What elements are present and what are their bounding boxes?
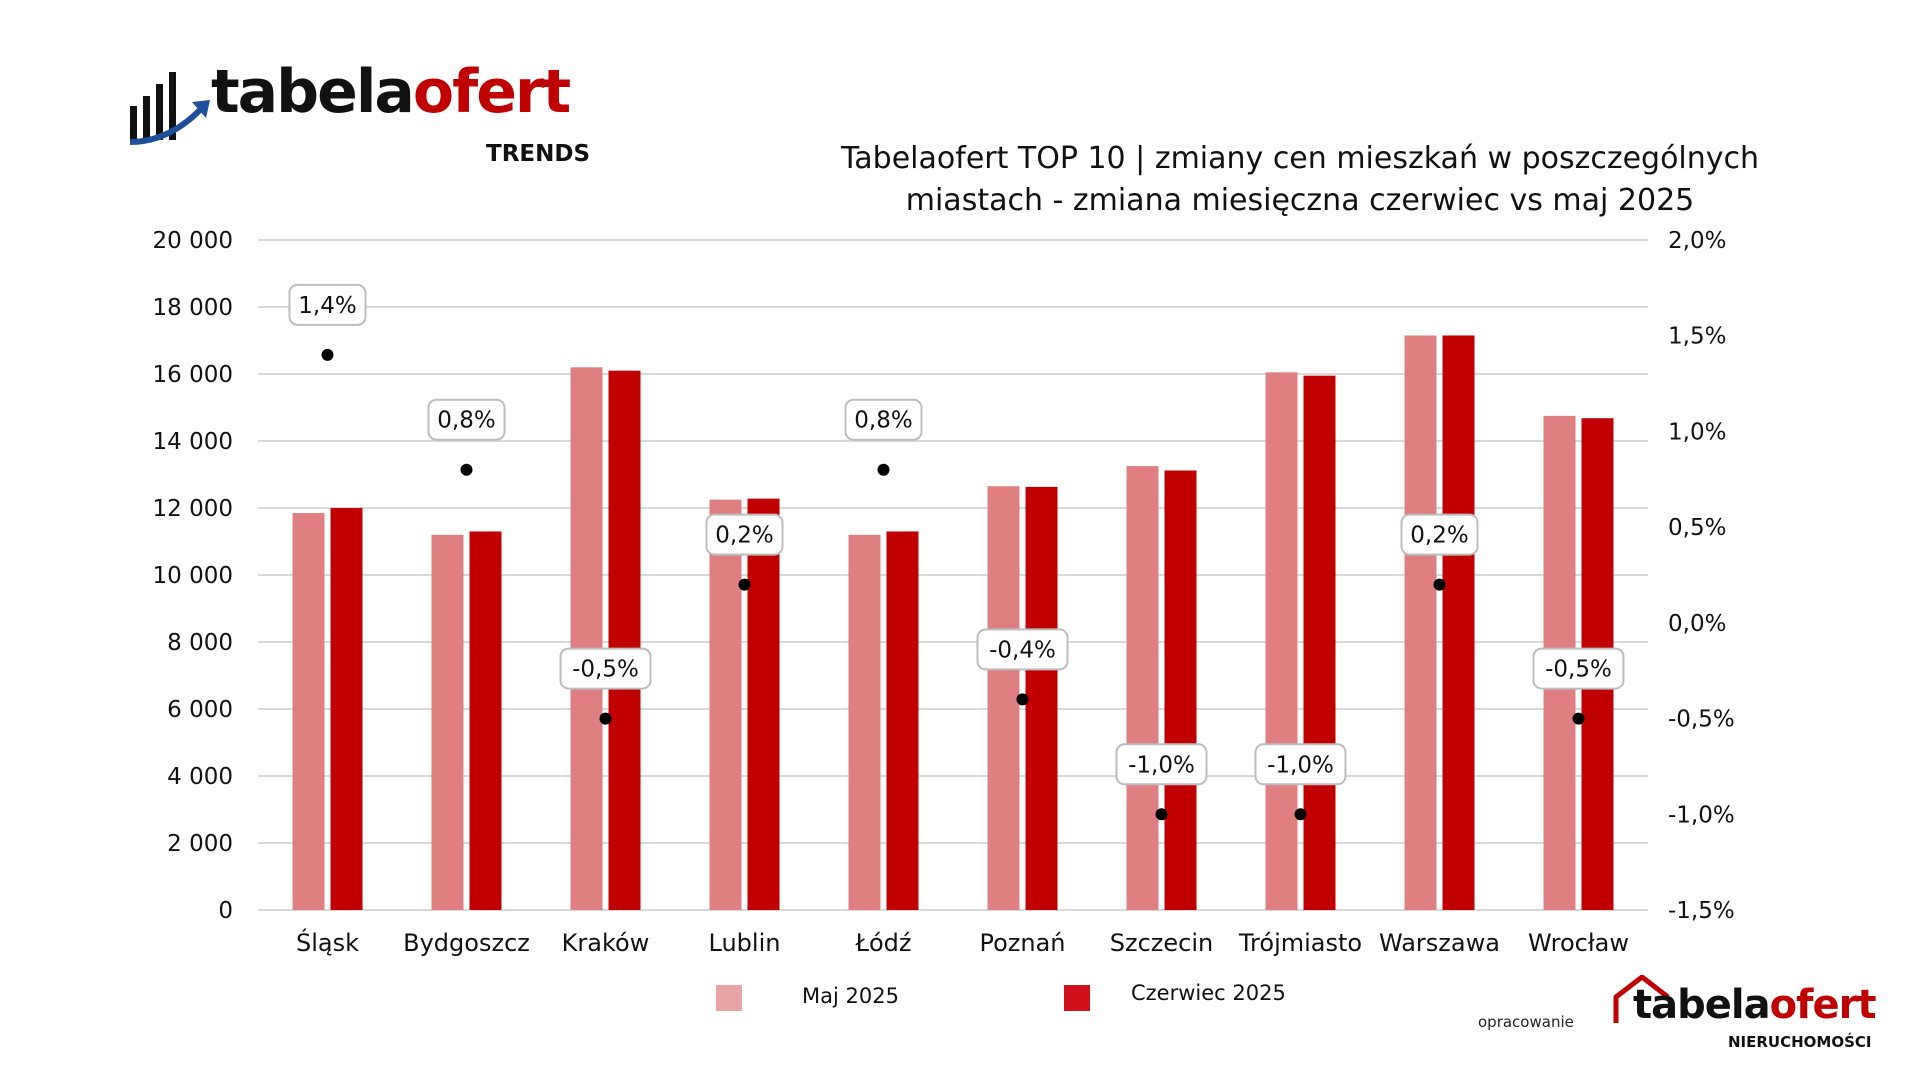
y2-tick-label-6: 1,5% — [1668, 324, 1726, 350]
y-tick-label-6: 12 000 — [153, 496, 233, 522]
y2-tick-label-4: 0,5% — [1668, 515, 1726, 541]
bar-czerwiec-0 — [330, 508, 363, 910]
x-tick-label-6: Szczecin — [1110, 929, 1213, 957]
logo-word-red: ofert — [412, 57, 571, 127]
y2-tick-label-7: 2,0% — [1668, 228, 1726, 254]
change-label-5: -0,4% — [989, 637, 1056, 663]
change-label-box-3 — [705, 513, 784, 556]
change-label-box-1 — [427, 398, 506, 441]
change-label-box-2 — [559, 647, 652, 690]
logo-word-dark: tabela — [211, 57, 415, 127]
y-tick-label-7: 14 000 — [153, 429, 233, 455]
bar-czerwiec-5 — [1025, 486, 1058, 910]
x-tick-label-8: Warszawa — [1379, 929, 1500, 957]
change-label-4: 0,8% — [854, 408, 912, 434]
change-label-6: -1,0% — [1128, 752, 1195, 778]
change-label-box-6 — [1115, 743, 1208, 786]
credit-label: opracowanie — [1478, 1013, 1574, 1031]
change-label-box-0 — [288, 283, 367, 326]
change-point-1 — [460, 463, 473, 476]
y-tick-label-8: 16 000 — [153, 362, 233, 388]
bar-czerwiec-2 — [608, 370, 641, 910]
y-tick-label-1: 2 000 — [167, 831, 233, 857]
logo-wordmark: tabelaofert — [211, 62, 571, 122]
x-tick-label-7: Trójmiasto — [1238, 929, 1362, 957]
bar-czerwiec-3 — [747, 498, 780, 910]
y-tick-label-2: 4 000 — [167, 764, 233, 790]
change-label-8: 0,2% — [1410, 523, 1468, 549]
footer-logo-red: ofert — [1769, 982, 1877, 1028]
y-tick-label-0: 0 — [218, 898, 233, 924]
tabelaofert-trends-logo-icon — [129, 72, 210, 145]
change-label-0: 1,4% — [298, 293, 356, 319]
legend-swatch-czerwiec — [1064, 985, 1090, 1011]
y-tick-label-4: 8 000 — [167, 630, 233, 656]
bar-czerwiec-4 — [886, 531, 919, 910]
x-tick-label-2: Kraków — [562, 929, 650, 957]
change-label-1: 0,8% — [437, 408, 495, 434]
y-tick-label-9: 18 000 — [153, 295, 233, 321]
bar-maj-6 — [1126, 466, 1159, 910]
y2-tick-label-2: -0,5% — [1668, 707, 1735, 733]
change-point-4 — [877, 463, 890, 476]
bar-czerwiec-7 — [1303, 375, 1336, 910]
bar-czerwiec-6 — [1164, 470, 1197, 910]
change-label-box-5 — [976, 628, 1069, 671]
change-point-0 — [321, 348, 334, 361]
change-point-8 — [1433, 578, 1446, 591]
change-label-box-7 — [1254, 743, 1347, 786]
y-tick-label-5: 10 000 — [153, 563, 233, 589]
change-point-3 — [738, 578, 751, 591]
change-point-5 — [1016, 693, 1029, 706]
x-tick-label-1: Bydgoszcz — [403, 929, 530, 957]
bar-maj-1 — [431, 534, 464, 910]
x-tick-label-0: Śląsk — [296, 927, 359, 957]
change-point-2 — [599, 712, 612, 725]
y-tick-label-10: 20 000 — [153, 228, 233, 254]
change-label-3: 0,2% — [715, 523, 773, 549]
x-tick-label-9: Wrocław — [1528, 929, 1629, 957]
bar-maj-4 — [848, 534, 881, 910]
footer-logo-dark: tabela — [1633, 982, 1771, 1028]
footer-logo-wordmark: tabelaofert — [1633, 982, 1877, 1028]
legend-label-czerwiec: Czerwiec 2025 — [1131, 981, 1286, 1005]
chart-title-line-1: Tabelaofert TOP 10 | zmiany cen mieszkań… — [840, 141, 1760, 176]
change-label-box-8 — [1400, 513, 1479, 556]
change-label-box-9 — [1532, 647, 1625, 690]
change-label-2: -0,5% — [572, 657, 639, 683]
change-label-7: -1,0% — [1267, 752, 1334, 778]
logo-subtitle: TRENDS — [486, 141, 591, 167]
change-label-9: -0,5% — [1545, 657, 1612, 683]
bar-maj-0 — [292, 513, 325, 910]
bar-maj-5 — [987, 486, 1020, 910]
footer-logo-subtitle: NIERUCHOMOŚCI — [1728, 1033, 1872, 1051]
chart-title-line-2: miastach - zmiana miesięczna czerwiec vs… — [905, 183, 1695, 218]
bar-maj-8 — [1404, 335, 1437, 911]
change-point-7 — [1294, 808, 1307, 821]
bar-maj-2 — [570, 367, 603, 910]
change-point-6 — [1155, 808, 1168, 821]
bar-czerwiec-1 — [469, 531, 502, 910]
house-roof-icon — [1613, 975, 1670, 1023]
y2-tick-label-3: 0,0% — [1668, 611, 1726, 637]
bar-czerwiec-8 — [1442, 335, 1475, 911]
y-tick-label-3: 6 000 — [167, 697, 233, 723]
y2-tick-label-5: 1,0% — [1668, 419, 1726, 445]
x-tick-label-3: Lublin — [709, 929, 781, 957]
chart-title: Tabelaofert TOP 10 | zmiany cen mieszkań… — [790, 138, 1810, 222]
y2-tick-label-1: -1,0% — [1668, 802, 1735, 828]
y2-tick-label-0: -1,5% — [1668, 898, 1735, 924]
change-point-9 — [1572, 712, 1585, 725]
legend-label-maj: Maj 2025 — [802, 984, 899, 1008]
x-tick-label-5: Poznań — [979, 929, 1065, 957]
change-label-box-4 — [844, 398, 923, 441]
bar-maj-7 — [1265, 372, 1298, 910]
legend-swatch-maj — [716, 985, 742, 1011]
x-tick-label-4: Łódź — [854, 929, 911, 957]
bar-maj-3 — [709, 499, 742, 910]
